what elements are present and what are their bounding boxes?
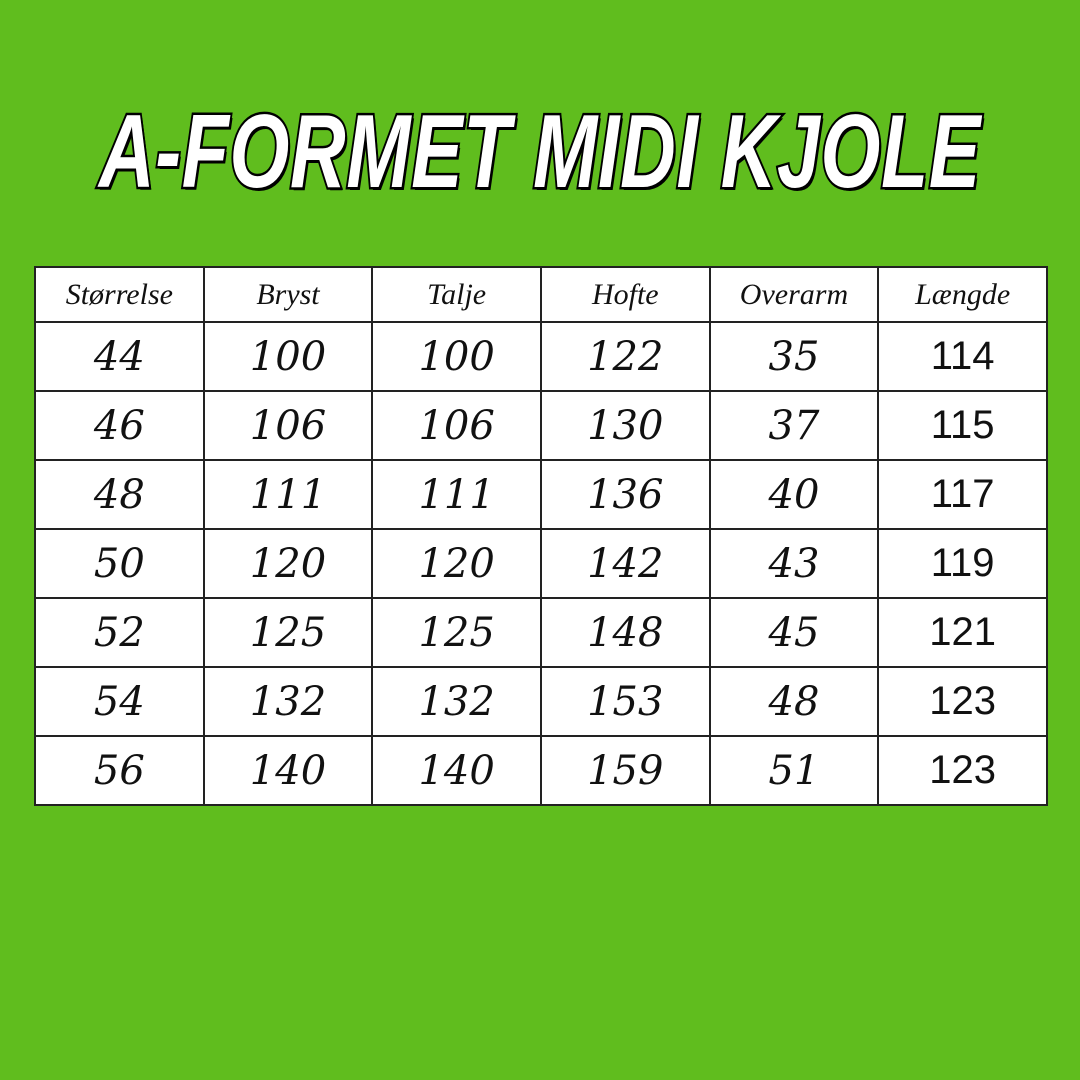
table-row: 50 120 120 142 43 119: [34, 528, 1048, 599]
column-header: Størrelse: [34, 266, 205, 323]
table-cell: 35: [708, 321, 880, 392]
table-cell: 132: [371, 666, 542, 737]
table-cell: 51: [708, 735, 880, 806]
table-cell: 44: [34, 321, 205, 392]
table-cell: 111: [202, 459, 374, 530]
table-cell: 40: [708, 459, 880, 530]
table-cell: 48: [708, 666, 880, 737]
table-cell: 119: [877, 528, 1048, 599]
table-cell: 106: [371, 390, 542, 461]
table-cell: 56: [34, 735, 205, 806]
table-cell: 120: [202, 528, 374, 599]
table-cell: 46: [34, 390, 205, 461]
table-cell: 111: [371, 459, 542, 530]
table-cell: 122: [539, 321, 711, 392]
table-cell: 48: [34, 459, 205, 530]
table-cell: 140: [202, 735, 374, 806]
column-header: Overarm: [708, 266, 880, 323]
table-cell: 159: [539, 735, 711, 806]
table-cell: 121: [877, 597, 1048, 668]
table-cell: 52: [34, 597, 205, 668]
table-cell: 50: [34, 528, 205, 599]
table-row: 44 100 100 122 35 114: [34, 321, 1048, 392]
table-cell: 148: [539, 597, 711, 668]
table-cell: 37: [708, 390, 880, 461]
table-cell: 106: [202, 390, 374, 461]
table-row: 46 106 106 130 37 115: [34, 390, 1048, 461]
header-row: Størrelse Bryst Talje Hofte Overarm Længde: [34, 266, 1048, 323]
table-cell: 120: [371, 528, 542, 599]
column-header: Talje: [371, 266, 542, 323]
table-cell: 140: [371, 735, 542, 806]
column-header: Hofte: [539, 266, 711, 323]
table-row: 52 125 125 148 45 121: [34, 597, 1048, 668]
table-cell: 132: [202, 666, 374, 737]
table-cell: 100: [202, 321, 374, 392]
column-header: Bryst: [202, 266, 374, 323]
table-cell: 54: [34, 666, 205, 737]
table-row: 48 111 111 136 40 117: [34, 459, 1048, 530]
table-cell: 130: [539, 390, 711, 461]
table-row: 54 132 132 153 48 123: [34, 666, 1048, 737]
table-cell: 125: [202, 597, 374, 668]
table-cell: 136: [539, 459, 711, 530]
table-cell: 115: [877, 390, 1048, 461]
table-cell: 117: [877, 459, 1048, 530]
table-cell: 123: [877, 735, 1048, 806]
table-row: 56 140 140 159 51 123: [34, 735, 1048, 806]
table-cell: 114: [877, 321, 1048, 392]
table-cell: 142: [539, 528, 711, 599]
table-cell: 123: [877, 666, 1048, 737]
table-cell: 153: [539, 666, 711, 737]
table-cell: 43: [708, 528, 880, 599]
table-cell: 45: [708, 597, 880, 668]
page-title: A-FORMET MIDI KJOLE: [97, 92, 982, 213]
table-cell: 100: [371, 321, 542, 392]
table-cell: 125: [371, 597, 542, 668]
column-header: Længde: [877, 266, 1048, 323]
size-chart-table: Størrelse Bryst Talje Hofte Overarm Længde 44…: [34, 266, 1048, 806]
